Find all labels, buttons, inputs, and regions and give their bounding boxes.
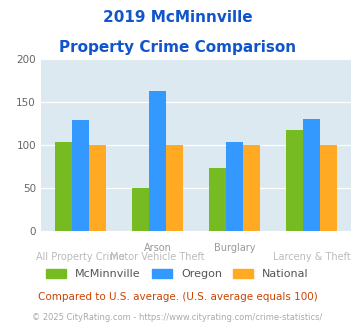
Bar xyxy=(320,145,337,231)
Bar xyxy=(89,145,106,231)
Text: Property Crime Comparison: Property Crime Comparison xyxy=(59,40,296,54)
Bar xyxy=(304,119,320,231)
Bar xyxy=(209,168,226,231)
Bar xyxy=(243,145,260,231)
Text: Larceny & Theft: Larceny & Theft xyxy=(273,252,351,262)
Bar xyxy=(132,188,149,231)
Bar xyxy=(72,120,89,231)
Text: 2019 McMinnville: 2019 McMinnville xyxy=(103,10,252,25)
Text: Arson: Arson xyxy=(144,243,171,252)
Text: Burglary: Burglary xyxy=(214,243,256,252)
Text: Compared to U.S. average. (U.S. average equals 100): Compared to U.S. average. (U.S. average … xyxy=(38,292,317,302)
Bar xyxy=(55,142,72,231)
Text: © 2025 CityRating.com - https://www.cityrating.com/crime-statistics/: © 2025 CityRating.com - https://www.city… xyxy=(32,313,323,322)
Legend: McMinnville, Oregon, National: McMinnville, Oregon, National xyxy=(42,265,313,284)
Bar xyxy=(166,145,183,231)
Bar xyxy=(149,91,166,231)
Bar xyxy=(226,142,243,231)
Text: Motor Vehicle Theft: Motor Vehicle Theft xyxy=(110,252,205,262)
Text: All Property Crime: All Property Crime xyxy=(36,252,125,262)
Bar xyxy=(286,130,304,231)
